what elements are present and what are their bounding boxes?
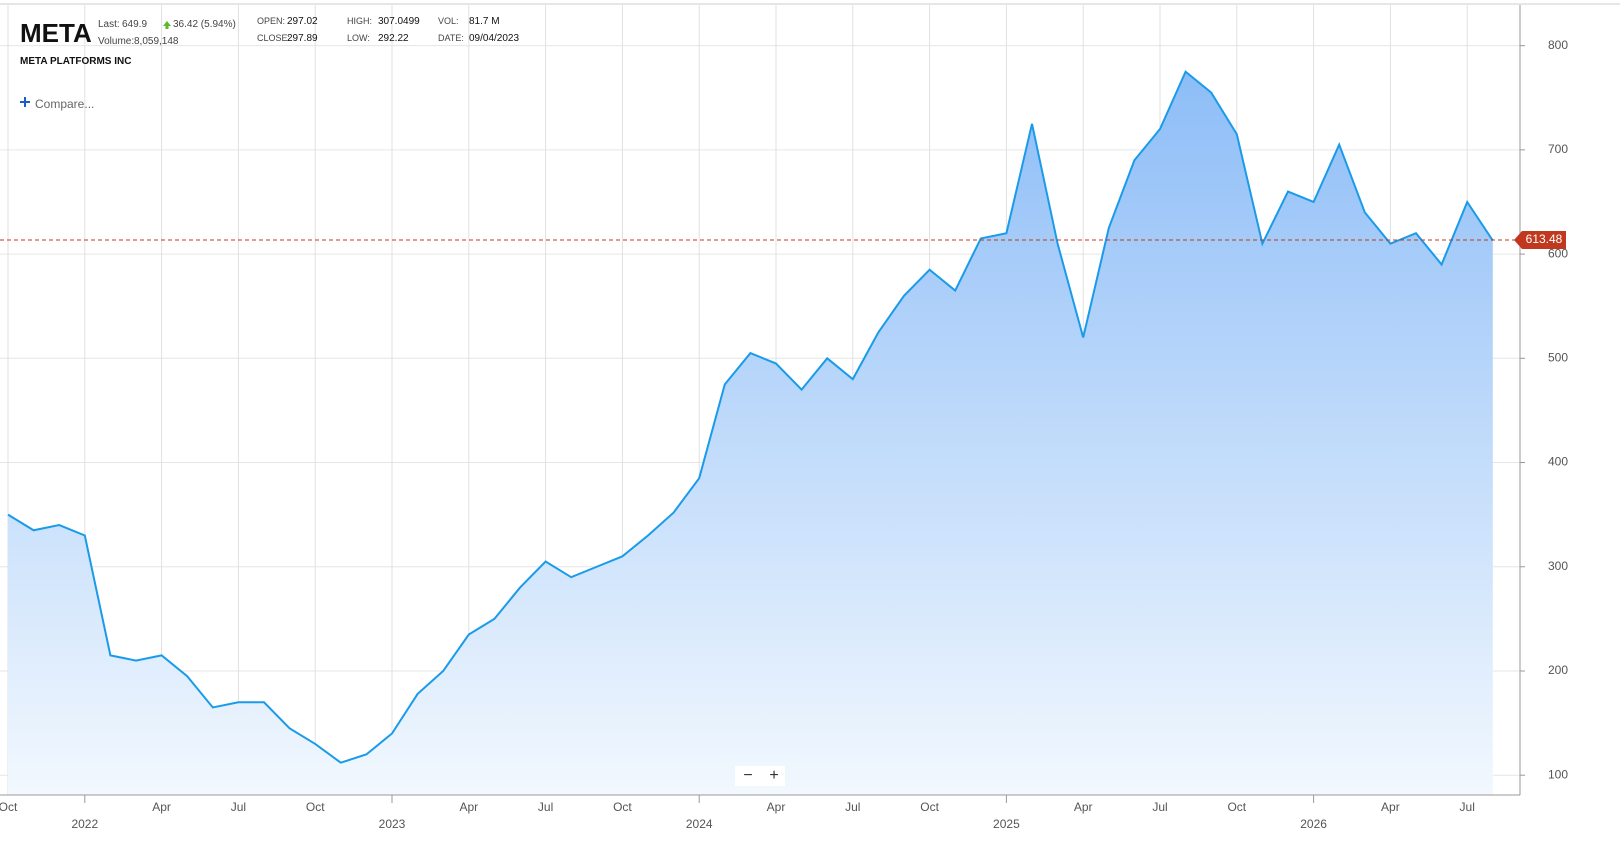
y-tick-label: 200 xyxy=(1548,663,1568,677)
up-arrow xyxy=(163,21,171,29)
date: 09/04/2023 xyxy=(469,33,520,44)
x-tick-label: 2026 xyxy=(1300,817,1327,831)
last: 649.9 xyxy=(122,19,148,30)
x-tick-label: 2024 xyxy=(686,817,713,831)
x-tick-label: 2025 xyxy=(993,817,1020,831)
open-label: OPEN: xyxy=(257,16,286,26)
compare[interactable]: Compare... xyxy=(35,97,95,111)
last-label: Last: xyxy=(98,19,120,30)
x-tick-label: Oct xyxy=(920,800,939,814)
x-tick-label: Jul xyxy=(538,800,553,814)
x-tick-label: Jul xyxy=(231,800,246,814)
vol: 81.7 M xyxy=(469,16,500,27)
symbol: META xyxy=(20,18,92,48)
y-tick-label: 500 xyxy=(1548,350,1568,364)
volume: 8,059,148 xyxy=(134,36,179,47)
x-tick-label: 2022 xyxy=(71,817,98,831)
x-tick-label: Apr xyxy=(1074,800,1093,814)
company: META PLATFORMS INC xyxy=(20,56,132,67)
vol-label: VOL: xyxy=(438,16,459,26)
y-tick-label: 800 xyxy=(1548,38,1568,52)
close-label: CLOSE: xyxy=(257,33,291,43)
open: 297.02 xyxy=(287,16,318,27)
low: 292.22 xyxy=(378,33,409,44)
low-label: LOW: xyxy=(347,33,370,43)
area xyxy=(8,71,1493,795)
plot xyxy=(7,70,1494,795)
x-tick-label: Apr xyxy=(152,800,171,814)
x-tick-label: 2023 xyxy=(379,817,406,831)
last-close-tag xyxy=(1514,231,1566,250)
y-tick-label: 300 xyxy=(1548,559,1568,573)
high-label: HIGH: xyxy=(347,16,373,26)
zoom-in[interactable]: + xyxy=(769,767,778,784)
last-close-label: 613.48 xyxy=(1526,232,1563,246)
y-tick-label: 100 xyxy=(1548,767,1568,781)
x-tick-label: Apr xyxy=(1381,800,1400,814)
plus-icon[interactable] xyxy=(19,96,31,108)
x-tick-label: Apr xyxy=(767,800,786,814)
x-tick-label: Oct xyxy=(306,800,325,814)
x-tick-label: Oct xyxy=(1227,800,1246,814)
y-tick-label: 700 xyxy=(1548,142,1568,156)
x-tick-label: Oct xyxy=(613,800,632,814)
y-tick-label: 600 xyxy=(1548,246,1568,260)
x-tick-label: Apr xyxy=(459,800,478,814)
volume-label: Volume: xyxy=(98,36,135,47)
close: 297.89 xyxy=(287,33,318,44)
zoom-out[interactable]: − xyxy=(743,767,752,784)
zoom-box xyxy=(735,766,785,786)
x-tick-label: Jul xyxy=(1460,800,1475,814)
change: 36.42 (5.94%) xyxy=(173,19,236,30)
x-tick-label: Jul xyxy=(1152,800,1167,814)
x-tick-label: Oct xyxy=(0,800,18,814)
line xyxy=(7,70,1494,764)
x-tick-label: Jul xyxy=(845,800,860,814)
y-tick-label: 400 xyxy=(1548,455,1568,469)
high: 307.0499 xyxy=(378,16,420,27)
date-label: DATE: xyxy=(438,33,464,43)
